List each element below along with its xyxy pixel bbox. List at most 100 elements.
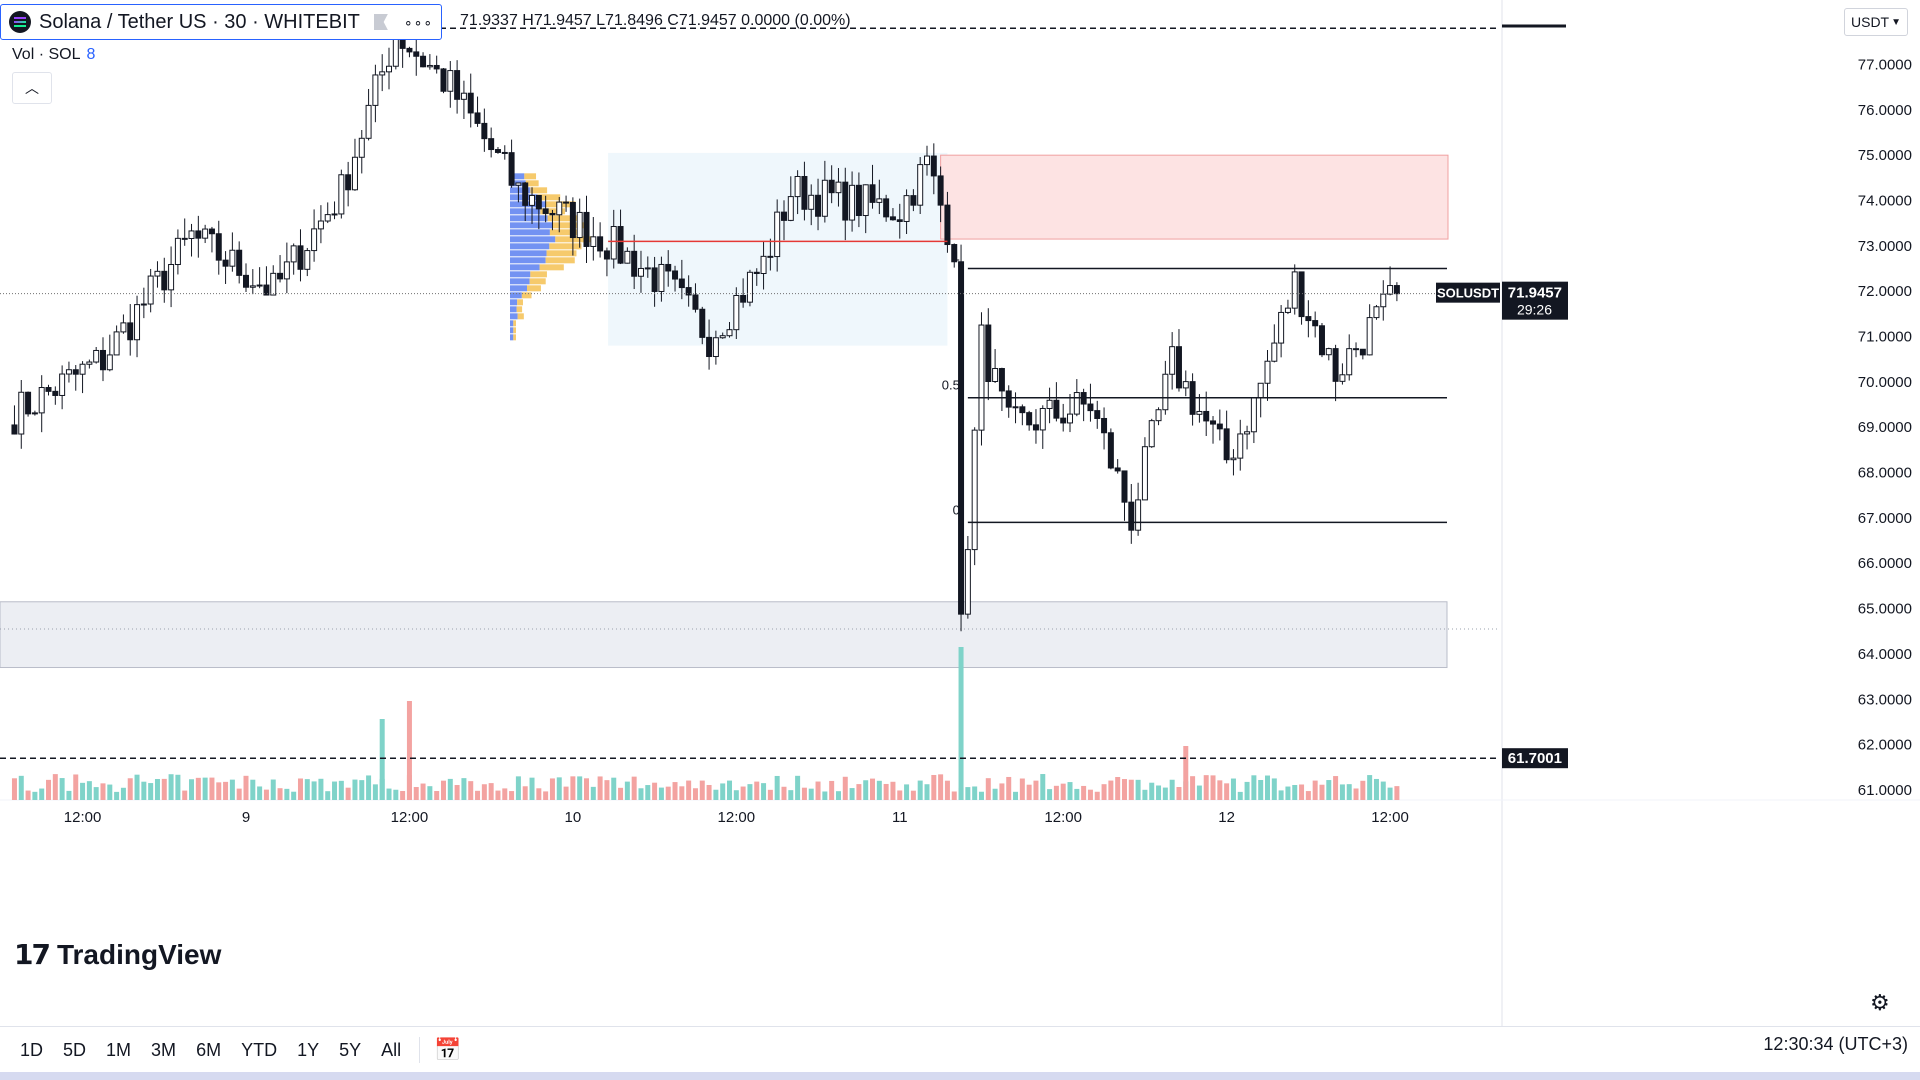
candle-up <box>808 194 815 210</box>
range-ytd[interactable]: YTD <box>241 1039 278 1060</box>
range-5y[interactable]: 5Y <box>339 1039 362 1060</box>
candles <box>11 17 1400 632</box>
calendar-icon[interactable]: 📅 <box>434 1037 462 1062</box>
candle-up <box>971 429 978 551</box>
profile-bar-sell <box>549 243 582 250</box>
volume-bar <box>1326 780 1332 800</box>
profile-bar-buy <box>510 271 531 278</box>
candle-down <box>801 175 808 210</box>
countdown-text: 29:26 <box>1517 302 1552 318</box>
volume-bar <box>495 790 501 800</box>
gear-icon[interactable]: ⚙ <box>1870 990 1890 1015</box>
volume-bar <box>400 790 406 800</box>
range-6m[interactable]: 6M <box>196 1039 222 1060</box>
range-3m[interactable]: 3M <box>151 1039 177 1060</box>
volume-bar <box>931 774 937 800</box>
symbol-title-text: Solana / Tether US · 30 · WHITEBIT <box>39 10 360 33</box>
candle-up <box>590 236 597 247</box>
price-tick-label: 71.0000 <box>1858 329 1912 346</box>
volume-bar <box>195 777 201 800</box>
candle-down <box>828 179 835 194</box>
price-tick-label: 72.0000 <box>1858 283 1912 300</box>
volume-bar <box>543 791 549 800</box>
candle-down <box>161 270 168 291</box>
volume-bar <box>1087 789 1093 800</box>
time-tick-label: 12 <box>1218 809 1235 826</box>
candle-up <box>256 284 263 287</box>
volume-bar <box>1060 783 1066 800</box>
candle-up <box>821 179 828 217</box>
level-tag-text: 61.7001 <box>1508 750 1562 767</box>
volume-bar <box>870 778 876 800</box>
time-tick-label: 12:00 <box>1044 809 1082 826</box>
collapse-legend-button[interactable]: ︿ <box>12 72 52 104</box>
candle-down <box>1128 501 1135 531</box>
tradingview-logo[interactable]: 17 TradingView <box>14 938 221 971</box>
candle-down <box>25 391 32 415</box>
volume-bar <box>1203 775 1209 800</box>
profile-bar-sell <box>552 222 587 229</box>
candle-up <box>338 174 345 215</box>
volume-bar <box>461 778 467 800</box>
candle-up <box>106 354 113 371</box>
volume-bar <box>434 791 440 800</box>
volume-bar <box>1156 785 1162 800</box>
candle-up <box>188 230 195 240</box>
fib-level-label: 0.5 <box>942 378 960 393</box>
volume-bar <box>189 779 195 800</box>
volume-bar <box>1258 779 1264 800</box>
volume-bar <box>1067 782 1073 800</box>
volume-bar <box>1346 784 1352 800</box>
candle-down <box>535 194 542 210</box>
volume-bar <box>897 790 903 800</box>
volume-spike <box>958 647 964 800</box>
profile-bar-sell <box>546 250 577 257</box>
volume-bar <box>883 783 889 800</box>
volume-bar <box>1142 789 1148 800</box>
profile-bar-buy <box>510 327 514 334</box>
range-1y[interactable]: 1Y <box>297 1039 320 1060</box>
volume-bar <box>297 778 303 800</box>
profile-bar-sell <box>530 271 547 278</box>
candle-up <box>386 65 393 73</box>
volume-bar <box>665 786 671 800</box>
candle-down <box>1332 348 1339 382</box>
range-5d[interactable]: 5D <box>63 1039 87 1060</box>
volume-spike <box>1183 746 1189 800</box>
volume-bar <box>1367 775 1373 800</box>
volume-bar <box>822 791 828 800</box>
candle-down <box>1053 399 1060 419</box>
price-tick-label: 75.0000 <box>1858 147 1912 164</box>
candle-down <box>692 294 699 310</box>
profile-bar-buy <box>510 229 550 236</box>
range-1d[interactable]: 1D <box>20 1039 44 1060</box>
candle-up <box>1346 348 1353 376</box>
price-tick-label: 62.0000 <box>1858 737 1912 754</box>
price-tick-label: 77.0000 <box>1858 57 1912 74</box>
candle-up <box>290 245 297 263</box>
candle-up <box>1271 342 1278 362</box>
volume-bar <box>332 781 338 800</box>
range-1m[interactable]: 1M <box>106 1039 132 1060</box>
flag-icon[interactable] <box>373 14 388 30</box>
volume-bar <box>481 784 487 800</box>
volume-bar <box>965 787 971 800</box>
volume-bar <box>672 782 678 800</box>
symbol-title[interactable]: Solana / Tether US · 30 · WHITEBIT ∘∘∘ <box>0 4 443 40</box>
currency-select[interactable]: USDT ▼ <box>1844 8 1908 36</box>
more-icon[interactable]: ∘∘∘ <box>403 13 434 30</box>
price-tick-label: 74.0000 <box>1858 193 1912 210</box>
volume-bar <box>1033 780 1039 800</box>
candle-down <box>277 272 284 280</box>
volume-bar <box>1149 782 1155 800</box>
candle-down <box>1312 320 1319 327</box>
price-tag-bg <box>1502 281 1568 320</box>
range-all[interactable]: All <box>381 1039 402 1060</box>
candle-up <box>93 349 100 363</box>
candle-down <box>1318 325 1325 356</box>
volume-bar <box>325 791 331 800</box>
candle-down <box>1203 410 1210 422</box>
candle-down <box>1026 412 1033 426</box>
volume-bar <box>1019 778 1025 800</box>
